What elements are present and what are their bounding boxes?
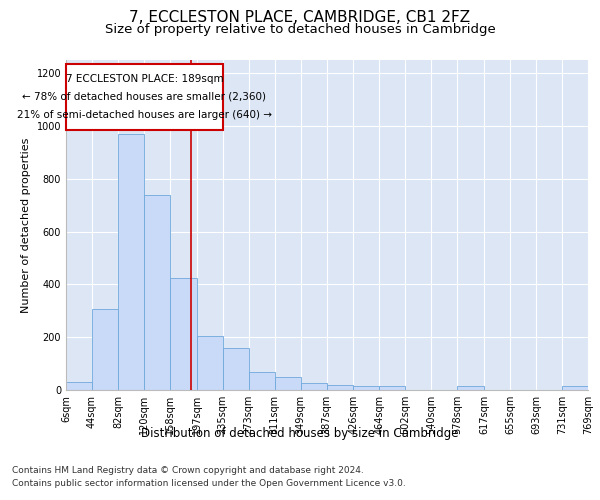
Bar — [66, 382, 92, 390]
Text: Contains HM Land Registry data © Crown copyright and database right 2024.: Contains HM Land Registry data © Crown c… — [12, 466, 364, 475]
Text: 7 ECCLESTON PLACE: 189sqm: 7 ECCLESTON PLACE: 189sqm — [65, 74, 223, 84]
Text: 7, ECCLESTON PLACE, CAMBRIDGE, CB1 2FZ: 7, ECCLESTON PLACE, CAMBRIDGE, CB1 2FZ — [130, 10, 470, 25]
Bar — [248, 372, 275, 390]
Bar — [197, 336, 223, 390]
Text: Distribution of detached houses by size in Cambridge: Distribution of detached houses by size … — [141, 428, 459, 440]
Text: Contains public sector information licensed under the Open Government Licence v3: Contains public sector information licen… — [12, 479, 406, 488]
Bar — [326, 384, 353, 390]
Y-axis label: Number of detached properties: Number of detached properties — [21, 138, 31, 312]
Bar — [562, 386, 588, 390]
Bar — [223, 348, 248, 390]
Bar — [457, 386, 484, 390]
Bar — [92, 310, 118, 390]
Bar — [353, 386, 379, 390]
Bar — [379, 386, 406, 390]
Text: Size of property relative to detached houses in Cambridge: Size of property relative to detached ho… — [104, 22, 496, 36]
Bar — [301, 384, 326, 390]
Bar — [144, 196, 170, 390]
Bar — [118, 134, 144, 390]
Text: 21% of semi-detached houses are larger (640) →: 21% of semi-detached houses are larger (… — [17, 110, 272, 120]
Bar — [170, 278, 197, 390]
Bar — [275, 377, 301, 390]
Text: ← 78% of detached houses are smaller (2,360): ← 78% of detached houses are smaller (2,… — [22, 92, 266, 102]
FancyBboxPatch shape — [66, 64, 223, 130]
